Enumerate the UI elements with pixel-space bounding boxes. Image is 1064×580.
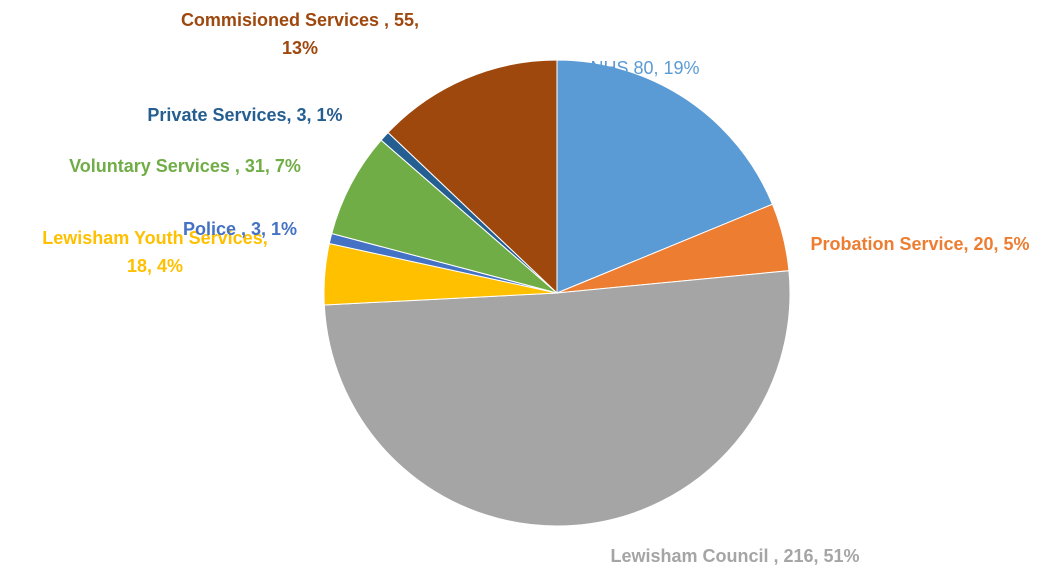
data-label-line: Probation Service, 20, 5% xyxy=(810,234,1029,254)
data-label-line: Voluntary Services , 31, 7% xyxy=(69,156,301,176)
data-label-line: Lewisham Council , 216, 51% xyxy=(610,546,859,566)
pie-slice-commisioned-services xyxy=(387,59,558,295)
pie-slice-voluntary-services xyxy=(331,139,558,294)
data-label-lewisham-council: Lewisham Council , 216, 51% xyxy=(610,546,859,566)
data-label-police: Police , 3, 1% xyxy=(183,219,297,239)
data-label-line: Police , 3, 1% xyxy=(183,219,297,239)
pie-slices xyxy=(323,59,791,527)
pie-slice-lewisham-council xyxy=(323,270,791,527)
data-label-line: 18, 4% xyxy=(127,256,183,276)
data-label-line: Private Services, 3, 1% xyxy=(147,105,342,125)
data-label-line: NHS 80, 19% xyxy=(590,58,699,78)
data-label-line: 13% xyxy=(282,38,318,58)
data-label-line: Commisioned Services , 55, xyxy=(181,10,419,30)
data-label-private-services: Private Services, 3, 1% xyxy=(147,105,342,125)
data-label-probation-service: Probation Service, 20, 5% xyxy=(810,234,1029,254)
data-label-lewisham-youth-services: Lewisham Youth Services, 18, 4% xyxy=(42,228,267,276)
data-label-voluntary-services: Voluntary Services , 31, 7% xyxy=(69,156,301,176)
data-label-commisioned-services: Commisioned Services , 55, 13% xyxy=(181,10,419,58)
pie-slice-nhs xyxy=(556,59,774,294)
pie-labels: NHS 80, 19% Probation Service, 20, 5% Lewi… xyxy=(42,10,1029,566)
data-label-nhs: NHS 80, 19% xyxy=(590,58,699,78)
data-label-line: Lewisham Youth Services, xyxy=(42,228,267,248)
